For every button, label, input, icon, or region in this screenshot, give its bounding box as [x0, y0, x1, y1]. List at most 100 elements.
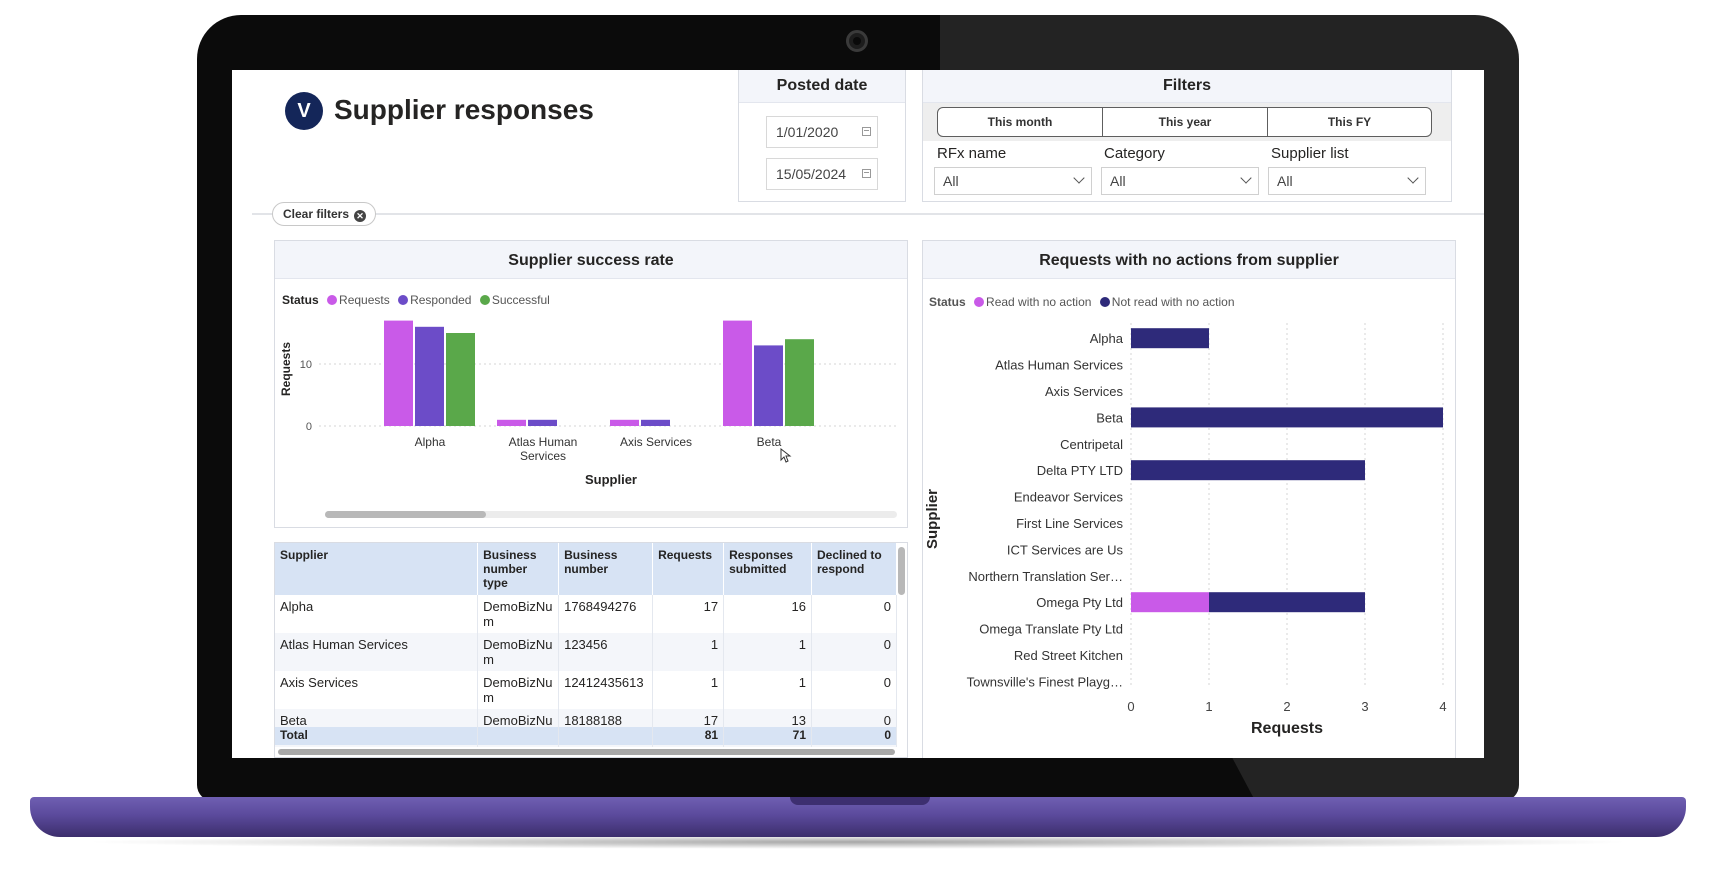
close-icon[interactable]: ✕ [354, 210, 367, 222]
cell-requests: 1 [652, 671, 725, 709]
y-tick-label: Axis Services [1045, 384, 1124, 399]
chevron-down-icon[interactable] [1407, 172, 1419, 184]
category-value: All [1110, 173, 1126, 189]
no-action-legend-title: Status [929, 295, 966, 309]
cell-supplier: Alpha [275, 595, 479, 633]
bar-requests [384, 320, 413, 426]
table-total-row: Total 81 71 0 [275, 727, 897, 745]
report-screen: V Supplier responses Posted date 1/01/20… [232, 70, 1484, 758]
table-row[interactable]: Alpha DemoBizNum 1768494276 17 16 0 [275, 595, 897, 633]
table-row[interactable]: Atlas Human Services DemoBizNum 123456 1… [275, 633, 897, 671]
table-horizontal-scrollbar[interactable] [278, 749, 895, 755]
cell-responses: 16 [723, 595, 813, 633]
chart-scrollbar-thumb[interactable] [325, 511, 486, 518]
bar-successful [446, 333, 475, 426]
legend-swatch-not-read [1099, 297, 1110, 307]
x-tick-label: Services [520, 449, 566, 463]
y-tick-label: Townsville's Finest Playg… [967, 674, 1123, 689]
cell-bn: 1768494276 [558, 595, 654, 633]
brand-logo: V [285, 92, 323, 130]
legend-responded[interactable]: Responded [410, 293, 472, 307]
this-year-button[interactable]: This year [1102, 107, 1268, 137]
table-vertical-scrollbar[interactable] [898, 547, 905, 595]
bar-responded [528, 419, 557, 426]
col-requests[interactable]: Requests [652, 543, 725, 595]
this-fy-button[interactable]: This FY [1267, 107, 1432, 137]
total-requests: 81 [652, 727, 725, 745]
cell-bn-type: DemoBizNum [477, 633, 560, 671]
col-responses-submitted[interactable]: Responses submitted [723, 543, 813, 595]
filters-panel: Filters This month This year This FY RFx… [922, 70, 1452, 202]
this-month-button[interactable]: This month [937, 107, 1103, 137]
y-tick-label: Omega Pty Ltd [1036, 595, 1123, 610]
legend-requests[interactable]: Requests [339, 293, 390, 307]
supplier-table-panel: Supplier Business number type Business n… [274, 542, 908, 758]
no-action-title: Requests with no actions from supplier [923, 241, 1455, 279]
x-tick-label: 0 [1127, 699, 1134, 714]
bar-requests [610, 419, 639, 426]
x-axis-title: Supplier [585, 472, 637, 487]
rfx-name-dropdown[interactable]: All [934, 167, 1092, 195]
total-bn [558, 727, 654, 745]
calendar-icon[interactable] [862, 169, 871, 178]
legend-swatch-successful [479, 295, 490, 305]
bar-requests [497, 419, 526, 426]
y-axis-title: Supplier [924, 489, 941, 549]
cell-bn: 12412435613 [558, 671, 654, 709]
cell-declined: 0 [811, 671, 897, 709]
rfx-name-label: RFx name [937, 145, 1007, 162]
chevron-down-icon[interactable] [1240, 172, 1252, 184]
x-tick-label: 4 [1439, 699, 1446, 714]
x-tick-label: Alpha [415, 435, 446, 449]
col-business-number-type[interactable]: Business number type [477, 543, 560, 595]
legend-swatch-responded [398, 295, 409, 305]
bar-responded [415, 326, 444, 426]
page-title: Supplier responses [334, 94, 594, 125]
y-tick-label: Delta PTY LTD [1037, 463, 1123, 478]
col-supplier[interactable]: Supplier [275, 543, 479, 595]
success-rate-panel: Supplier success rate Status Requests Re… [274, 240, 908, 528]
chart-scrollbar-track[interactable] [325, 511, 897, 518]
bar-responded [641, 419, 670, 426]
filters-header: Filters [923, 70, 1451, 103]
bar-read [1131, 592, 1209, 613]
bar-successful [785, 339, 814, 426]
cell-responses: 1 [723, 633, 813, 671]
posted-date-panel: Posted date [738, 70, 906, 202]
supplier-list-label: Supplier list [1271, 145, 1349, 162]
cell-declined: 0 [811, 633, 897, 671]
clear-filters-button[interactable]: Clear filters ✕ [272, 202, 376, 226]
supplier-list-dropdown[interactable]: All [1268, 167, 1426, 195]
col-declined[interactable]: Declined to respond [811, 543, 897, 595]
y-tick-label: 0 [306, 421, 312, 433]
legend-swatch-requests [327, 295, 338, 305]
laptop-shadow [80, 835, 1636, 849]
chevron-down-icon[interactable] [1073, 172, 1085, 184]
cell-supplier: Axis Services [275, 671, 479, 709]
supplier-table: Supplier Business number type Business n… [275, 543, 897, 747]
end-date-value: 15/05/2024 [776, 166, 847, 182]
y-tick-label: First Line Services [1016, 516, 1123, 531]
y-tick-label: Alpha [1090, 331, 1124, 346]
success-legend: Status Requests Responded Successful [282, 293, 550, 307]
clear-filters-label: Clear filters [283, 207, 350, 221]
x-tick-label: 2 [1283, 699, 1290, 714]
legend-read-no-action[interactable]: Read with no action [986, 295, 1092, 309]
legend-not-read-no-action[interactable]: Not read with no action [1111, 295, 1235, 309]
cell-bn-type: DemoBizNum [477, 671, 560, 709]
total-label: Total [275, 727, 479, 745]
x-tick-label: 1 [1205, 699, 1212, 714]
table-row[interactable]: Axis Services DemoBizNum 12412435613 1 1… [275, 671, 897, 709]
start-date-value: 1/01/2020 [776, 124, 839, 140]
y-tick-label: Beta [1096, 410, 1124, 425]
start-date-input[interactable]: 1/01/2020 [766, 116, 878, 148]
x-tick-label: Axis Services [620, 435, 692, 449]
end-date-input[interactable]: 15/05/2024 [766, 158, 878, 190]
legend-successful[interactable]: Successful [491, 293, 550, 307]
col-business-number[interactable]: Business number [558, 543, 654, 595]
category-dropdown[interactable]: All [1101, 167, 1259, 195]
y-tick-label: Red Street Kitchen [1014, 648, 1123, 663]
cell-responses: 1 [723, 671, 813, 709]
bar-not-read [1131, 328, 1209, 349]
calendar-icon[interactable] [862, 127, 871, 136]
